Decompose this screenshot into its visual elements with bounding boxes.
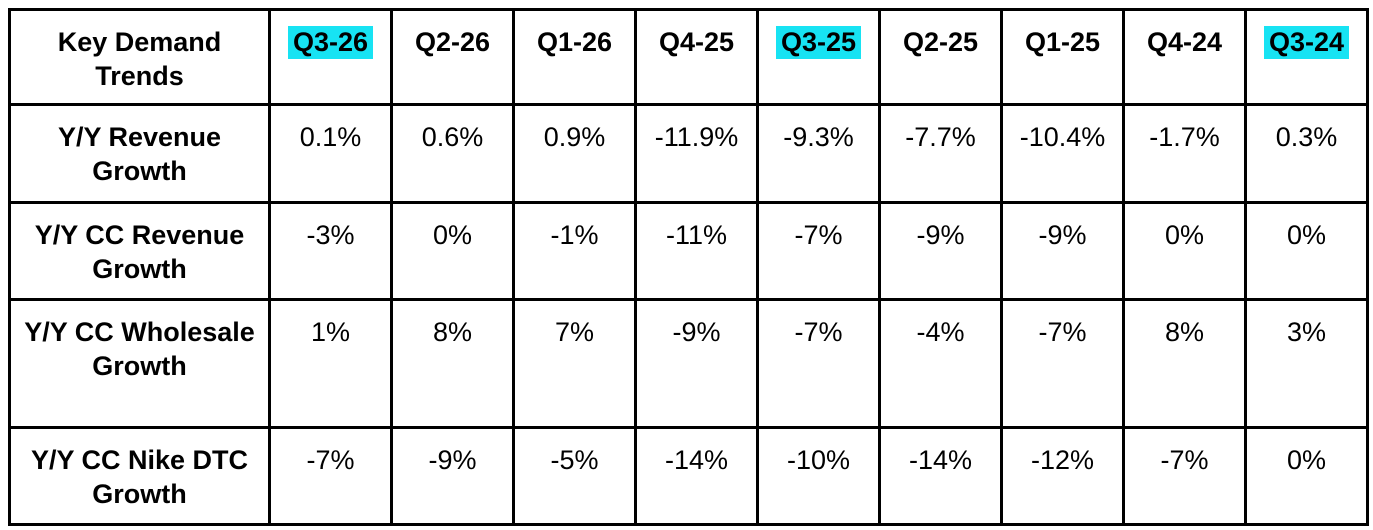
- value-cell: 3%: [1244, 298, 1369, 429]
- value-cell: 8%: [390, 298, 515, 429]
- value-cell: -7.7%: [878, 103, 1003, 204]
- value-cell: -9%: [390, 426, 515, 526]
- value-cell: 0.6%: [390, 103, 515, 204]
- key-demand-trends-table: Key Demand Trends Q3-26 Q2-26 Q1-26 Q4-2…: [8, 8, 1369, 526]
- value-cell: -1.7%: [1122, 103, 1247, 204]
- value-cell: 0%: [390, 201, 515, 301]
- quarter-header: Q1-25: [1000, 8, 1125, 106]
- value-cell: -7%: [1122, 426, 1247, 526]
- value-cell: -11%: [634, 201, 759, 301]
- value-cell: -10.4%: [1000, 103, 1125, 204]
- data-table: Key Demand Trends Q3-26 Q2-26 Q1-26 Q4-2…: [8, 8, 1369, 526]
- value-cell: -3%: [268, 201, 393, 301]
- table-row: Y/Y CC Wholesale Growth 1% 8% 7% -9% -7%…: [8, 298, 1369, 429]
- value-cell: -9%: [634, 298, 759, 429]
- row-label: Y/Y CC Wholesale Growth: [8, 298, 271, 429]
- value-cell: -14%: [878, 426, 1003, 526]
- value-cell: -7%: [1000, 298, 1125, 429]
- value-cell: -12%: [1000, 426, 1125, 526]
- value-cell: 0.1%: [268, 103, 393, 204]
- quarter-header-label: Q3-26: [287, 26, 374, 59]
- quarter-header-label: Q2-25: [902, 27, 979, 57]
- quarter-header: Q2-26: [390, 8, 515, 106]
- quarter-header-label: Q3-24: [1263, 26, 1350, 59]
- value-cell: -10%: [756, 426, 881, 526]
- quarter-header-label: Q4-24: [1146, 27, 1223, 57]
- table-title-cell: Key Demand Trends: [8, 8, 271, 106]
- header-row: Key Demand Trends Q3-26 Q2-26 Q1-26 Q4-2…: [8, 8, 1369, 106]
- table-row: Y/Y CC Nike DTC Growth -7% -9% -5% -14% …: [8, 426, 1369, 526]
- value-cell: 0%: [1244, 426, 1369, 526]
- value-cell: -5%: [512, 426, 637, 526]
- table-row: Y/Y Revenue Growth 0.1% 0.6% 0.9% -11.9%…: [8, 103, 1369, 204]
- quarter-header: Q1-26: [512, 8, 637, 106]
- value-cell: 8%: [1122, 298, 1247, 429]
- quarter-header: Q4-24: [1122, 8, 1247, 106]
- table-title: Key Demand Trends: [57, 27, 222, 91]
- value-cell: -7%: [268, 426, 393, 526]
- table-row: Y/Y CC Revenue Growth -3% 0% -1% -11% -7…: [8, 201, 1369, 301]
- value-cell: -9.3%: [756, 103, 881, 204]
- value-cell: -9%: [1000, 201, 1125, 301]
- value-cell: -11.9%: [634, 103, 759, 204]
- quarter-header: Q3-25: [756, 8, 881, 106]
- value-cell: -9%: [878, 201, 1003, 301]
- quarter-header-label: Q2-26: [414, 27, 491, 57]
- value-cell: 0.3%: [1244, 103, 1369, 204]
- quarter-header: Q2-25: [878, 8, 1003, 106]
- quarter-header-label: Q4-25: [658, 27, 735, 57]
- value-cell: 0%: [1122, 201, 1247, 301]
- row-label: Y/Y CC Nike DTC Growth: [8, 426, 271, 526]
- quarter-header: Q3-26: [268, 8, 393, 106]
- value-cell: 1%: [268, 298, 393, 429]
- row-label: Y/Y Revenue Growth: [8, 103, 271, 204]
- quarter-header: Q3-24: [1244, 8, 1369, 106]
- value-cell: -1%: [512, 201, 637, 301]
- row-label: Y/Y CC Revenue Growth: [8, 201, 271, 301]
- value-cell: -7%: [756, 298, 881, 429]
- value-cell: 7%: [512, 298, 637, 429]
- quarter-header-label: Q1-25: [1024, 27, 1101, 57]
- value-cell: -7%: [756, 201, 881, 301]
- value-cell: 0%: [1244, 201, 1369, 301]
- value-cell: -14%: [634, 426, 759, 526]
- quarter-header: Q4-25: [634, 8, 759, 106]
- quarter-header-label: Q1-26: [536, 27, 613, 57]
- value-cell: -4%: [878, 298, 1003, 429]
- quarter-header-label: Q3-25: [775, 26, 862, 59]
- value-cell: 0.9%: [512, 103, 637, 204]
